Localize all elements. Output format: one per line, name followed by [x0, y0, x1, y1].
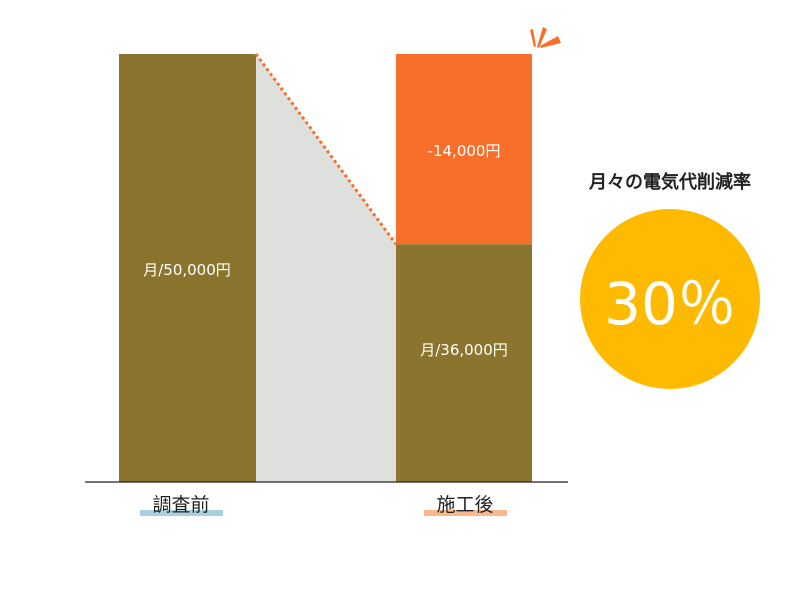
category-highlight-after	[424, 510, 507, 516]
bar-before	[119, 54, 256, 482]
category-label-before: 調査前	[152, 494, 210, 516]
summary-title: 月々の電気代削減率	[589, 172, 751, 193]
data-label-before: 月/50,000円	[143, 261, 231, 279]
category-highlight-before	[140, 510, 223, 516]
category-label-after: 施工後	[436, 494, 494, 516]
connector-area	[256, 54, 396, 482]
bar-reduction	[396, 54, 532, 245]
data-label-reduction: -14,000円	[427, 142, 501, 160]
data-label-after: 月/36,000円	[420, 341, 508, 359]
summary-circle: 30％	[580, 209, 760, 389]
summary-value: 30％	[604, 270, 736, 338]
bar-after	[396, 244, 532, 482]
spark-icon	[530, 27, 561, 48]
